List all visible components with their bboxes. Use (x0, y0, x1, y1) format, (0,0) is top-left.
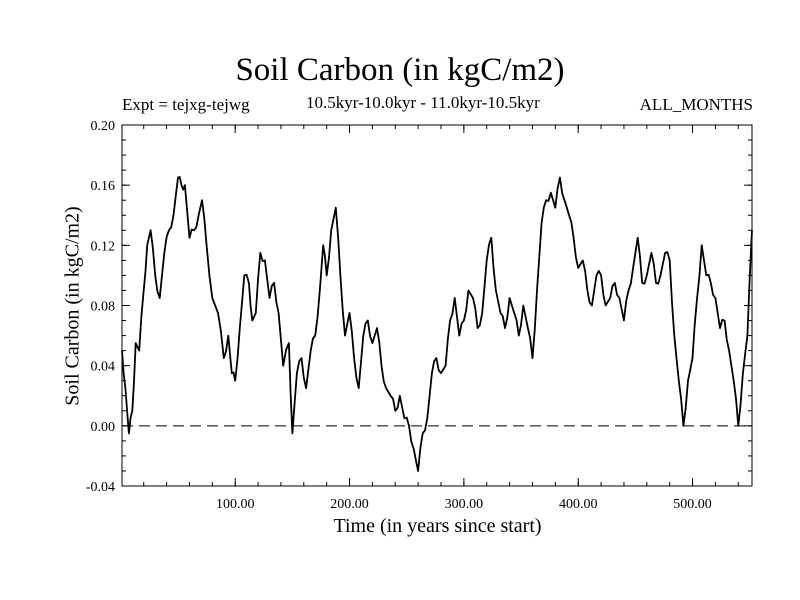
y-tick-label: 0.04 (91, 360, 116, 375)
y-tick-label: 0.08 (91, 300, 116, 315)
y-tick-label: 0.00 (91, 420, 116, 435)
series-line (121, 175, 753, 472)
experiment-label: Expt = tejxg-tejwg (122, 95, 250, 114)
chart-subtitle: 10.5kyr-10.0kyr - 11.0kyr-10.5kyr (306, 93, 540, 112)
x-tick-label: 200.00 (330, 497, 369, 512)
x-axis-label: Time (in years since start) (333, 515, 542, 537)
y-tick-label: 0.20 (91, 119, 116, 134)
x-tick-label: 500.00 (673, 497, 712, 512)
chart-title: Soil Carbon (in kgC/m2) (235, 52, 565, 88)
y-tick-label: -0.04 (86, 480, 115, 495)
x-tick-label: 400.00 (559, 497, 598, 512)
months-label: ALL_MONTHS (639, 95, 753, 114)
axis-ticks (122, 124, 752, 487)
y-tick-label: 0.16 (91, 179, 116, 194)
plot-frame (121, 124, 753, 487)
x-tick-label: 300.00 (445, 497, 484, 512)
y-tick-label: 0.12 (91, 239, 116, 254)
axis-tick-labels: -0.04 0.00 0.04 0.08 0.12 0.16 0.20 100.00 200.0… (86, 119, 712, 512)
x-tick-label: 100.00 (216, 497, 255, 512)
